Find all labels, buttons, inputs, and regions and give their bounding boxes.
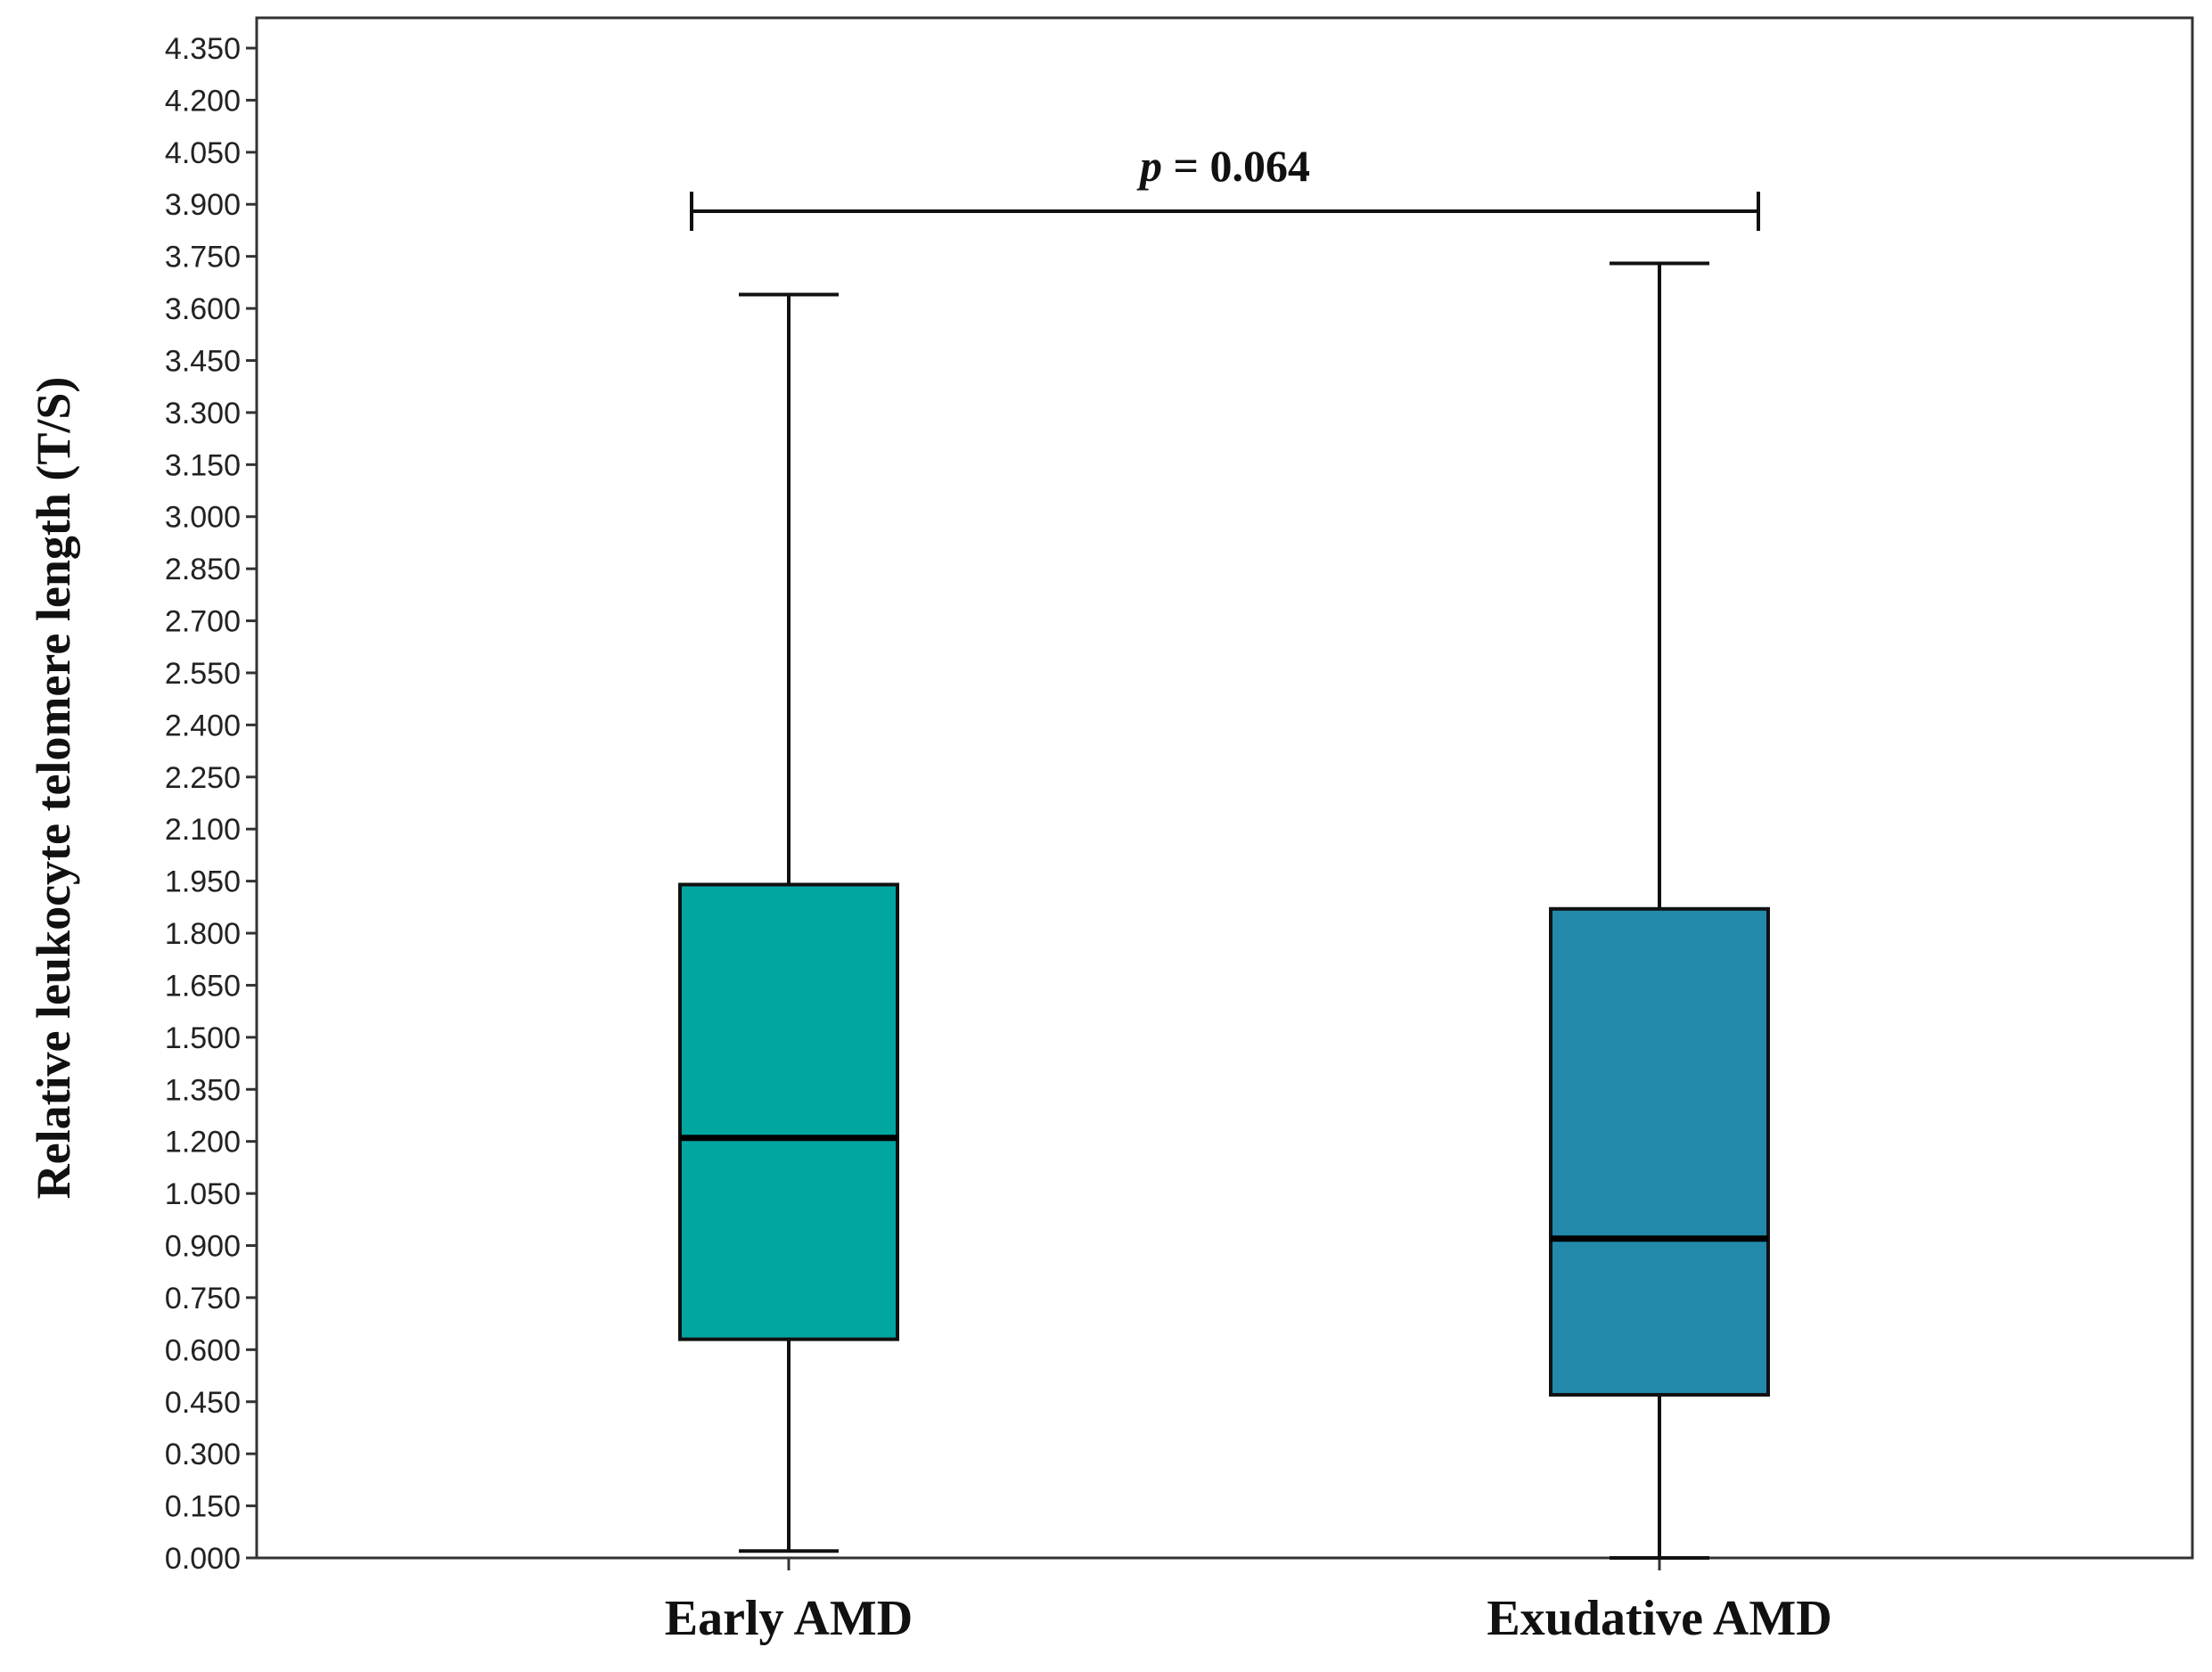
y-tick-label: 0.450 <box>165 1386 241 1420</box>
y-tick-label: 3.450 <box>165 344 241 378</box>
y-tick-label: 1.950 <box>165 865 241 899</box>
y-axis-title: Relative leukocyte telomere length (T/S) <box>27 377 80 1200</box>
y-tick-label: 2.250 <box>165 761 241 795</box>
y-tick-label: 1.500 <box>165 1021 241 1055</box>
box-group <box>678 292 899 1553</box>
boxes <box>678 261 1770 1560</box>
p-value: = 0.064 <box>1162 141 1310 191</box>
y-tick-label: 1.350 <box>165 1073 241 1107</box>
x-category-label: Early AMD <box>665 1591 913 1646</box>
iqr-box <box>1549 906 1770 1397</box>
y-tick-label: 0.150 <box>165 1490 241 1524</box>
p-symbol: p <box>1136 141 1162 191</box>
y-tick-label: 4.350 <box>165 32 241 66</box>
y-tick-label: 2.700 <box>165 605 241 639</box>
y-tick-label: 0.000 <box>165 1542 241 1576</box>
y-tick-label: 3.600 <box>165 292 241 326</box>
iqr-box <box>678 882 899 1341</box>
p-value-label: p = 0.064 <box>1136 141 1310 191</box>
box-group <box>1549 261 1770 1560</box>
y-tick-label: 1.650 <box>165 969 241 1003</box>
y-tick-label: 2.550 <box>165 657 241 691</box>
x-axis: Early AMD Exudative AMD <box>665 1558 1832 1646</box>
y-tick-label: 4.050 <box>165 136 241 170</box>
y-axis: 0.000 0.150 0.300 0.450 0.600 0.750 0.900 1.050… <box>165 32 257 1576</box>
x-category-label: Exudative AMD <box>1487 1591 1831 1646</box>
y-tick-label: 3.900 <box>165 188 241 222</box>
y-tick-label: 3.300 <box>165 397 241 430</box>
y-tick-label: 1.800 <box>165 917 241 951</box>
y-tick-label: 1.050 <box>165 1177 241 1211</box>
y-tick-label: 0.900 <box>165 1230 241 1264</box>
y-tick-label: 4.200 <box>165 84 241 118</box>
plot-frame <box>255 16 2194 1560</box>
y-tick-label: 3.750 <box>165 241 241 275</box>
y-tick-label: 0.750 <box>165 1282 241 1315</box>
y-tick-label: 0.300 <box>165 1438 241 1471</box>
y-tick-label: 1.200 <box>165 1126 241 1160</box>
significance-annotation: p = 0.064 <box>690 141 1760 232</box>
y-tick-label: 2.400 <box>165 709 241 742</box>
y-tick-label: 3.000 <box>165 501 241 535</box>
y-tick-label: 3.150 <box>165 448 241 482</box>
y-tick-label: 2.100 <box>165 813 241 847</box>
y-tick-label: 0.600 <box>165 1333 241 1367</box>
y-tick-label: 2.850 <box>165 553 241 586</box>
